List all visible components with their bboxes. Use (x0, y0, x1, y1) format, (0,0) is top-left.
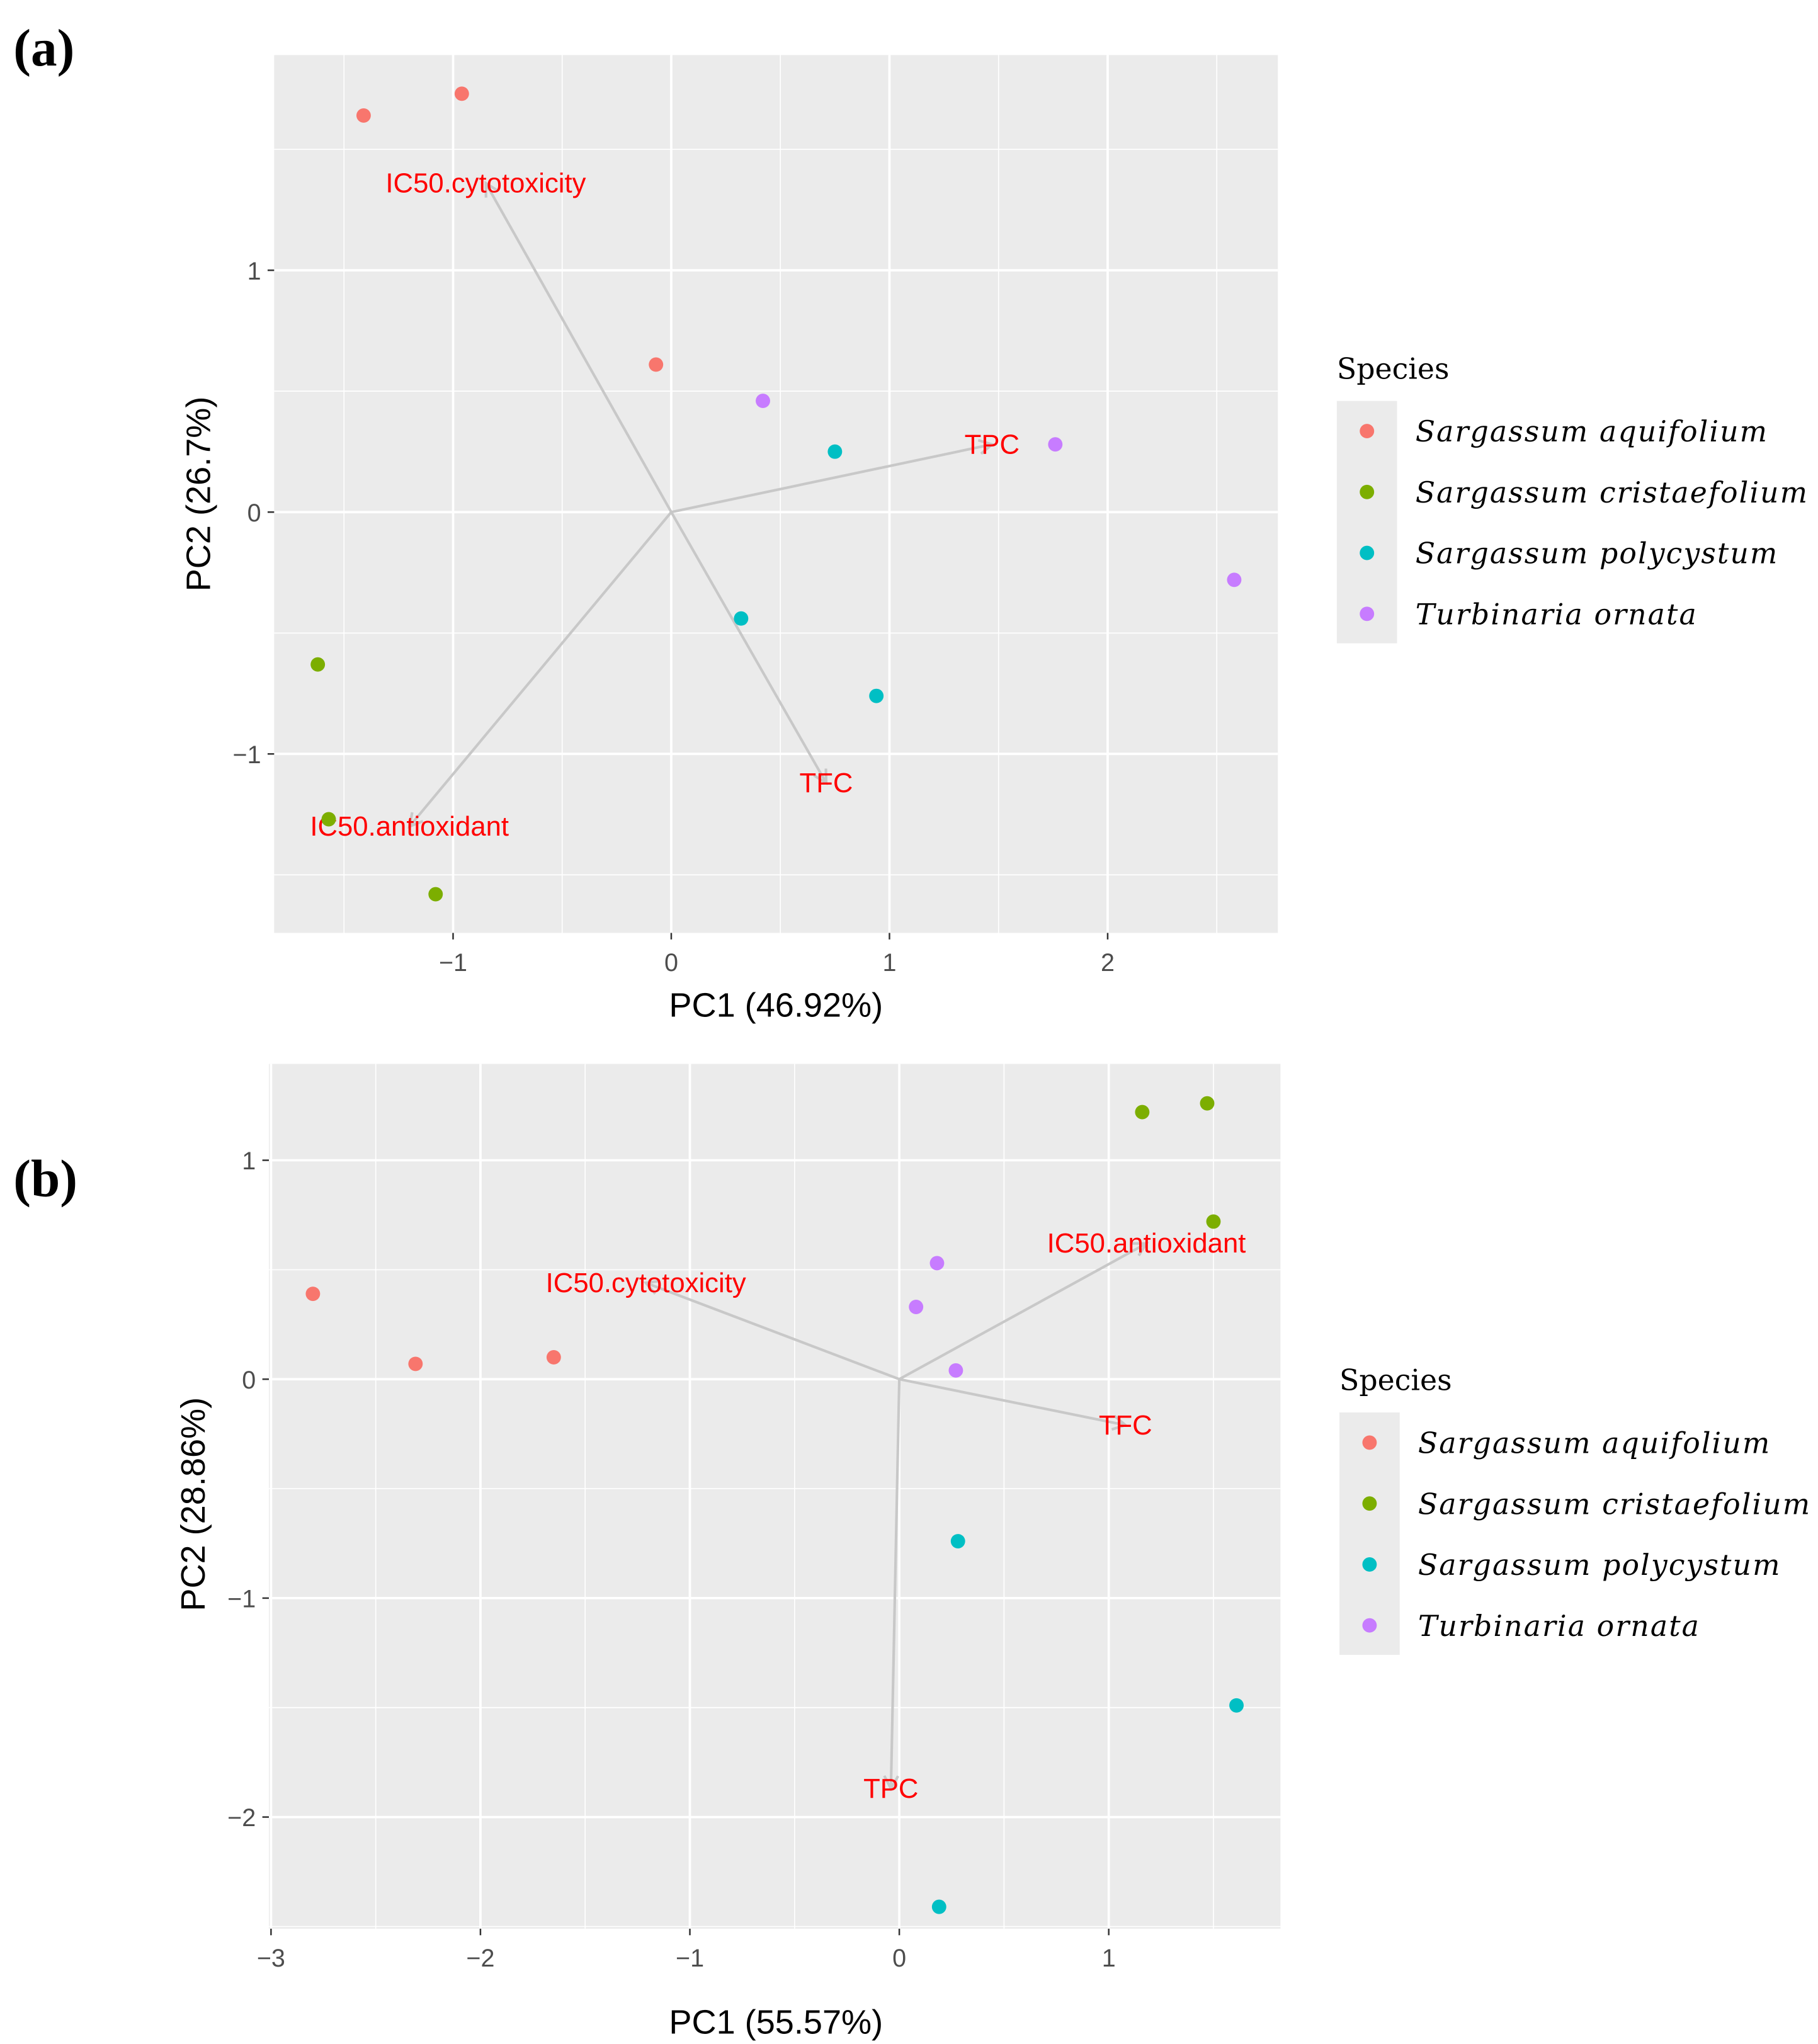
legend-item-label: Sargassum cristaefolium (1418, 1487, 1811, 1521)
data-point (929, 1256, 945, 1271)
data-point (1227, 572, 1242, 588)
legend-key-background (1339, 1412, 1400, 1655)
y-axis-label: PC2 (26.7%) (179, 397, 217, 592)
loading-label: TPC (863, 1773, 918, 1804)
loading-arrow (670, 511, 827, 784)
plot-background (269, 1064, 1281, 1929)
loading-arrow (889, 1379, 901, 1789)
y-axis-label: PC2 (28.86%) (174, 1397, 212, 1611)
loading-label: IC50.cytotoxicity (385, 168, 586, 199)
data-point (356, 108, 371, 123)
loading-label: IC50.antioxidant (1047, 1228, 1246, 1259)
legend-key-background (1336, 400, 1397, 644)
data-point (408, 1356, 423, 1371)
legend-item-label: Sargassum aquifolium (1416, 415, 1768, 448)
data-point (1200, 1096, 1215, 1111)
loading-arrow (484, 182, 673, 513)
loading-arrow (645, 1281, 900, 1381)
loading-arrowhead (1132, 1242, 1149, 1257)
x-tick-label: −2 (466, 1945, 494, 1972)
data-point (1135, 1104, 1150, 1120)
x-axis-label: PC1 (46.92%) (669, 987, 883, 1025)
legend-item-label: Sargassum cristaefolium (1416, 476, 1809, 509)
y-tick-label: 0 (242, 1366, 256, 1394)
legend: Species Sargassum aquifolium Sargassum cri… (1339, 1364, 1811, 1655)
legend-key-dot (1362, 1557, 1377, 1572)
legend-key-dot (1360, 424, 1375, 439)
x-tick-label: 1 (1102, 1945, 1116, 1972)
data-point (454, 86, 469, 101)
data-point (950, 1534, 965, 1548)
data-point (546, 1350, 561, 1365)
loading-arrowhead (484, 181, 499, 198)
legend-title: Species (1337, 352, 1450, 385)
x-tick-label: −1 (439, 949, 467, 977)
legend-key-dot (1360, 545, 1375, 560)
data-point (310, 657, 326, 672)
legend-key-dot (1360, 606, 1375, 622)
y-tick-label: 1 (247, 258, 261, 285)
x-tick-label: 0 (664, 949, 678, 977)
y-tick-label: −1 (232, 741, 261, 769)
data-point (827, 444, 843, 459)
x-axis-label: PC1 (55.57%) (669, 2003, 883, 2041)
loading-arrow (408, 511, 673, 827)
x-tick-label: −3 (257, 1945, 285, 1972)
data-point (869, 688, 884, 703)
loading-label: TFC (800, 768, 853, 798)
data-point (428, 887, 443, 902)
data-point (649, 357, 664, 372)
legend-key-dot (1362, 1618, 1377, 1633)
loading-arrowhead (643, 1280, 661, 1295)
loading-arrowhead (977, 439, 995, 455)
y-tick-label: 1 (242, 1147, 256, 1175)
data-point (931, 1899, 946, 1914)
legend-item-label: Sargassum polycystum (1418, 1548, 1781, 1582)
data-point (756, 394, 770, 409)
panel-label: (b) (13, 1150, 77, 1208)
data-point (909, 1300, 924, 1314)
x-tick-label: 0 (892, 1945, 906, 1972)
legend-title: Species (1339, 1364, 1452, 1397)
x-tick-label: −1 (676, 1945, 704, 1972)
legend-item-label: Turbinaria ornata (1418, 1610, 1700, 1643)
data-point (948, 1363, 963, 1378)
legend: Species Sargassum aquifolium Sargassum cri… (1336, 352, 1809, 644)
loading-label: TFC (1099, 1410, 1152, 1441)
loading-label: IC50.cytotoxicity (546, 1268, 746, 1298)
y-tick-label: −1 (227, 1585, 256, 1613)
data-point (321, 812, 336, 827)
legend-key-dot (1362, 1435, 1377, 1450)
data-point (1229, 1698, 1244, 1713)
loading-arrow (899, 1242, 1147, 1381)
loading-label: TPC (965, 429, 1020, 460)
legend-item-label: Sargassum polycystum (1416, 537, 1779, 571)
data-point (305, 1286, 321, 1302)
legend-item-label: Sargassum aquifolium (1418, 1427, 1771, 1460)
legend-key-dot (1362, 1496, 1377, 1511)
loading-arrowhead (1111, 1414, 1128, 1431)
data-point (1206, 1214, 1221, 1229)
data-point (1048, 437, 1063, 452)
loading-arrowhead (813, 768, 828, 786)
panel-label: (a) (13, 20, 74, 77)
x-tick-label: 1 (882, 949, 896, 977)
legend-key-dot (1360, 484, 1375, 499)
y-tick-label: −2 (227, 1804, 256, 1832)
loading-arrowhead (883, 1775, 899, 1791)
data-point (734, 611, 749, 626)
x-tick-label: 2 (1101, 949, 1115, 977)
loading-arrowhead (407, 812, 424, 829)
loading-arrow (671, 443, 992, 514)
loading-label: IC50.antioxidant (310, 811, 509, 842)
legend-item-label: Turbinaria ornata (1416, 598, 1698, 631)
loading-arrow (899, 1378, 1126, 1427)
y-tick-label: 0 (247, 499, 261, 527)
panel-a: (a) −1 0 1 2 −1 0 1 IC50.cytotoxicity TPC TFC IC50.… (13, 20, 1809, 1025)
panel-b: (b) −3 −2 −1 0 1 −2 −1 0 1 IC50.cytotoxicity IC50.a… (13, 1064, 1811, 2041)
